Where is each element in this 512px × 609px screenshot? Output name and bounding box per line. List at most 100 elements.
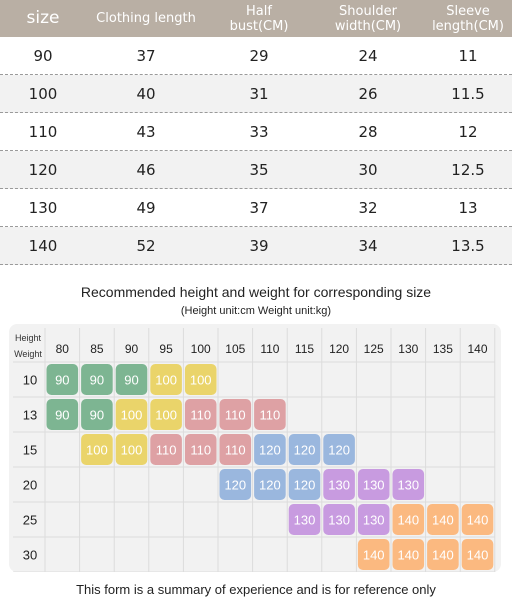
size-cell-label: 140	[432, 548, 454, 563]
table-cell: 110	[28, 122, 58, 141]
size-cell	[254, 399, 286, 430]
height-label: 85	[90, 342, 104, 356]
height-label: 100	[191, 342, 211, 356]
size-cell	[288, 469, 321, 500]
weight-label: 20	[23, 478, 37, 493]
size-cell-label: 90	[124, 373, 138, 388]
table-cell: 43	[136, 122, 156, 141]
size-cell-label: 120	[259, 443, 281, 458]
corner-label-weight: Weight	[14, 349, 42, 359]
size-cell	[323, 504, 355, 535]
size-cell	[115, 364, 148, 395]
size-cell-label: 120	[294, 478, 316, 493]
weight-label: 25	[23, 513, 37, 528]
table-cell: 120	[28, 160, 58, 179]
table-cell: 37	[136, 46, 156, 65]
size-cell-label: 130	[328, 513, 350, 528]
corner-label-height: Height	[15, 333, 42, 343]
size-cell	[184, 434, 217, 465]
size-cell	[427, 504, 459, 535]
table-cell: 40	[136, 84, 156, 103]
table-cell: 140	[28, 236, 58, 255]
size-cell-label: 130	[363, 478, 385, 493]
size-cell-label: 100	[155, 408, 177, 423]
size-cell	[392, 539, 425, 570]
header-half-bust: Half bust(CM)	[229, 3, 289, 34]
size-cell-label: 100	[86, 443, 108, 458]
weight-label: 30	[23, 548, 37, 563]
size-cell-label: 100	[155, 373, 177, 388]
table-cell: 11	[458, 46, 478, 65]
height-label: 105	[225, 342, 245, 356]
size-cell-label: 110	[156, 443, 177, 458]
footer-note: This form is a summary of experience and…	[76, 582, 436, 597]
size-cell-label: 110	[225, 408, 246, 423]
size-cell-label: 120	[224, 478, 246, 493]
table-cell: 52	[136, 236, 156, 255]
size-cell-label: 130	[397, 478, 419, 493]
size-cell-label: 140	[432, 513, 454, 528]
table-row: 110 43 33 28 12	[0, 113, 512, 151]
size-cell-label: 100	[121, 408, 143, 423]
weight-label: 15	[23, 443, 37, 458]
size-cell	[254, 469, 286, 500]
table-row: 120 46 35 30 12.5	[0, 151, 512, 189]
size-cell	[323, 469, 355, 500]
size-cell	[219, 434, 252, 465]
table-cell: 12.5	[451, 160, 485, 179]
height-label: 125	[364, 342, 384, 356]
size-cell	[46, 364, 79, 395]
height-label: 110	[260, 342, 279, 356]
size-cell	[288, 504, 321, 535]
table-cell: 30	[358, 160, 378, 179]
recommendation-subtitle: (Height unit:cm Weight unit:kg)	[180, 305, 332, 317]
table-cell: 11.5	[451, 84, 485, 103]
table-row: 140 52 39 34 13.5	[0, 227, 512, 265]
size-cell	[150, 364, 182, 395]
size-cell-label: 90	[90, 373, 104, 388]
size-cell-label: 100	[190, 373, 212, 388]
size-cell-label: 120	[328, 443, 350, 458]
height-label: 90	[125, 342, 139, 356]
size-cell	[150, 434, 182, 465]
table-cell: 13.5	[451, 236, 485, 255]
table-cell: 32	[358, 198, 378, 217]
table-cell: 28	[358, 122, 378, 141]
table-cell: 12	[458, 122, 478, 141]
height-label: 130	[398, 342, 418, 356]
size-cell-label: 130	[294, 513, 316, 528]
table-cell: 13	[458, 198, 478, 217]
size-cell-label: 110	[190, 443, 211, 458]
height-label: 80	[56, 342, 70, 356]
height-label: 95	[159, 342, 173, 356]
size-cell-label: 90	[55, 408, 69, 423]
size-cell-label: 140	[467, 513, 489, 528]
table-cell: 49	[136, 198, 156, 217]
table-cell: 90	[33, 46, 53, 65]
header-size: size	[26, 8, 60, 28]
table-row: 90 37 29 24 11	[0, 37, 512, 75]
size-cell-label: 130	[363, 513, 385, 528]
size-recommendation-grid: Height Weight 80 85 90 95 100 105 110 115 120 125 13…	[9, 324, 501, 572]
size-cell-label: 140	[363, 548, 385, 563]
header-clothing-length: Clothing length	[96, 11, 196, 26]
size-cell	[288, 434, 321, 465]
size-table-header: size Clothing length Half bust(CM) Shoul…	[0, 0, 512, 37]
weight-label: 10	[23, 373, 37, 388]
table-cell: 100	[28, 84, 58, 103]
table-cell: 31	[249, 84, 269, 103]
table-cell: 130	[28, 198, 58, 217]
height-label: 120	[329, 342, 349, 356]
table-cell: 33	[249, 122, 269, 141]
size-cell	[184, 364, 217, 395]
height-label: 135	[433, 342, 453, 356]
table-row: 130 49 37 32 13	[0, 189, 512, 227]
size-cell	[150, 399, 182, 430]
height-label: 140	[467, 342, 487, 356]
size-cell	[392, 504, 425, 535]
size-cell	[184, 399, 217, 430]
size-cell-label: 110	[260, 408, 281, 423]
header-shoulder-width: Shoulder width(CM)	[334, 3, 402, 34]
table-cell: 46	[136, 160, 156, 179]
size-cell	[254, 434, 286, 465]
